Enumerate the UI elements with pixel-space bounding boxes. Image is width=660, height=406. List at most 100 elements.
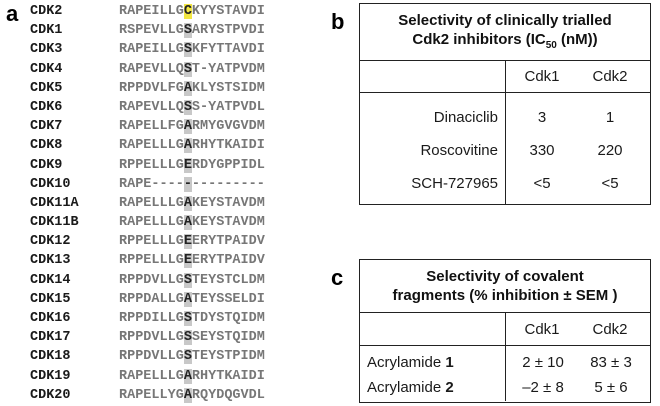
sequence-suffix: RQYDQGVDL <box>191 387 265 403</box>
cdk-sequence: RSPEVLLGSARYSTPVDI <box>119 23 265 39</box>
cdk-sequence: RPPELLLGERDYGPPIDL <box>119 157 265 173</box>
cdk2-value: 1 <box>605 109 615 126</box>
sequence-prefix: RAPELLLG <box>119 368 184 384</box>
highlighted-residue: A <box>183 80 192 96</box>
cdk-sequence: RPPDILLGSTDYSTQIDM <box>119 311 265 326</box>
cdk-name: CDK13 <box>30 253 71 269</box>
cdk-name: CDK10 <box>30 176 71 192</box>
sequence-suffix: KFYTTAVDI <box>191 42 265 58</box>
table-title-line1: Selectivity of covalent <box>426 268 584 285</box>
sequence-suffix: TDYSTQIDM <box>191 311 265 326</box>
sequence-suffix: RHYTKAIDI <box>191 368 265 384</box>
sequence-prefix: RAPEVLLQ <box>119 99 184 115</box>
sequence-suffix: ERYTPAIDV <box>191 234 265 250</box>
highlighted-residue: E <box>183 234 192 250</box>
cdk-name: CDK3 <box>30 42 63 58</box>
cdk1-value: 3 <box>537 109 547 126</box>
sequence-suffix: TEYSSELDI <box>191 291 265 307</box>
panel-label-c: c <box>331 265 344 290</box>
cdk-name: CDK11B <box>30 215 79 231</box>
table-title: Selectivity of clinically trialled Cdk2 … <box>360 4 650 61</box>
column-header-cdk1: Cdk1 <box>524 321 560 338</box>
highlighted-residue: S <box>183 349 192 365</box>
cdk-sequence: RAPELLYGARQYDQGVDL <box>119 387 265 403</box>
cdk-name: CDK17 <box>30 330 71 346</box>
column-header-cdk2: Cdk2 <box>592 321 628 338</box>
cdk-name: CDK15 <box>30 291 71 307</box>
sequence-suffix: KYYSTAVDI <box>191 4 265 19</box>
sequence-prefix: RAPELLLG <box>119 138 184 154</box>
compound-name: Acrylamide 1 <box>367 354 454 371</box>
sequence-suffix: KEYSTAVDM <box>191 195 265 211</box>
sequence-suffix: TEYSTPIDM <box>191 349 265 365</box>
cdk2-value: 5 ± 6 <box>594 379 628 396</box>
sequence-suffix: RDYGPPIDL <box>191 157 265 173</box>
cdk-name: CDK18 <box>30 349 71 365</box>
cdk1-value: 2 ± 10 <box>522 354 564 371</box>
compound-name: SCH-727965 <box>411 175 498 192</box>
sequence-prefix: RPPDALLG <box>119 291 184 307</box>
compound-number: 1 <box>445 354 454 371</box>
sequence-suffix: KEYSTAVDM <box>191 215 265 231</box>
cdk-sequence: RPPDVLLGSTEYSTCLDM <box>119 272 265 288</box>
cdk1-value: <5 <box>533 175 551 192</box>
highlighted-residue: E <box>183 253 192 269</box>
highlighted-residue: - <box>183 176 192 192</box>
highlighted-residue: S <box>183 272 192 288</box>
cdk-name: CDK20 <box>30 387 71 403</box>
cdk-sequence: RAPEILLGCKYYSTAVDI <box>119 4 265 19</box>
sequence-prefix: RAPELLYG <box>119 387 184 403</box>
sequence-suffix: SEYSTQIDM <box>191 330 265 346</box>
highlighted-residue: E <box>183 157 192 173</box>
cdk-sequence: RPPDVLLGSTEYSTPIDM <box>119 349 265 365</box>
cdk-sequence: RPPDALLGATEYSSELDI <box>119 291 265 307</box>
cdk-name: CDK9 <box>30 157 63 173</box>
sequence-prefix: RAPE---- <box>119 176 184 192</box>
sequence-suffix: KLYSTSIDM <box>191 80 265 96</box>
sequence-prefix: RAPEVLLQ <box>119 61 184 77</box>
sequence-suffix: S-YATPVDL <box>191 99 265 115</box>
cdk-name: CDK12 <box>30 234 71 250</box>
cdk-name: CDK7 <box>30 119 63 135</box>
sequence-suffix: ERYTPAIDV <box>191 253 265 269</box>
compound-number: 2 <box>445 379 454 396</box>
highlighted-residue: A <box>183 119 192 135</box>
cdk-name: CDK4 <box>30 61 63 77</box>
cdk-sequence: RPPDVLFGAKLYSTSIDM <box>119 80 265 96</box>
inhibitor-selectivity-table: Selectivity of clinically trialled Cdk2 … <box>359 3 651 205</box>
table-title-line1: Selectivity of clinically trialled <box>398 12 612 29</box>
cdk-sequence: RAPELLLGARHYTKAIDI <box>119 138 265 154</box>
highlighted-residue: A <box>183 291 192 307</box>
cdk1-value: –2 ± 8 <box>522 379 564 396</box>
cdk-sequence: RPPELLLGEERYTPAIDV <box>119 253 265 269</box>
cdk-sequence: RAPELLLGARHYTKAIDI <box>119 368 265 384</box>
highlighted-residue: A <box>183 138 192 154</box>
highlighted-residue: S <box>183 42 192 58</box>
column-header-cdk1: Cdk1 <box>524 68 560 85</box>
covalent-fragment-table: Selectivity of covalent fragments (% inh… <box>359 259 651 403</box>
cdk-name: CDK8 <box>30 138 63 154</box>
cdk-sequence: RAPELLFGARMYGVGVDM <box>119 119 265 135</box>
highlighted-residue: S <box>183 311 192 326</box>
cdk-sequence: RAPELLLGAKEYSTAVDM <box>119 215 265 231</box>
sequence-prefix: RPPDVLLG <box>119 272 184 288</box>
cdk2-value: <5 <box>601 175 619 192</box>
table-title: Selectivity of covalent fragments (% inh… <box>360 260 650 313</box>
sequence-prefix: RPPELLLG <box>119 234 184 250</box>
highlighted-residue: S <box>183 99 192 115</box>
sequence-prefix: RPPELLLG <box>119 157 184 173</box>
sequence-suffix: TEYSTCLDM <box>191 272 265 288</box>
cdk-name: CDK11A <box>30 195 79 211</box>
cdk-sequence: RAPELLLGAKEYSTAVDM <box>119 195 265 211</box>
sequence-prefix: RAPEILLG <box>119 4 184 19</box>
cdk-name: CDK16 <box>30 311 71 326</box>
cdk-name: CDK1 <box>30 23 63 39</box>
sequence-prefix: RPPELLLG <box>119 253 184 269</box>
cdk-sequence: RAPEILLGSKFYTTAVDI <box>119 42 265 58</box>
cdk-sequence: RAPE-------------- <box>119 176 265 192</box>
highlighted-residue: A <box>183 195 192 211</box>
sequence-prefix: RPPDVLLG <box>119 330 184 346</box>
cdk-name: CDK5 <box>30 80 63 96</box>
highlighted-residue: C <box>183 4 192 19</box>
table-title-line2: fragments (% inhibition ± SEM ) <box>392 287 618 304</box>
